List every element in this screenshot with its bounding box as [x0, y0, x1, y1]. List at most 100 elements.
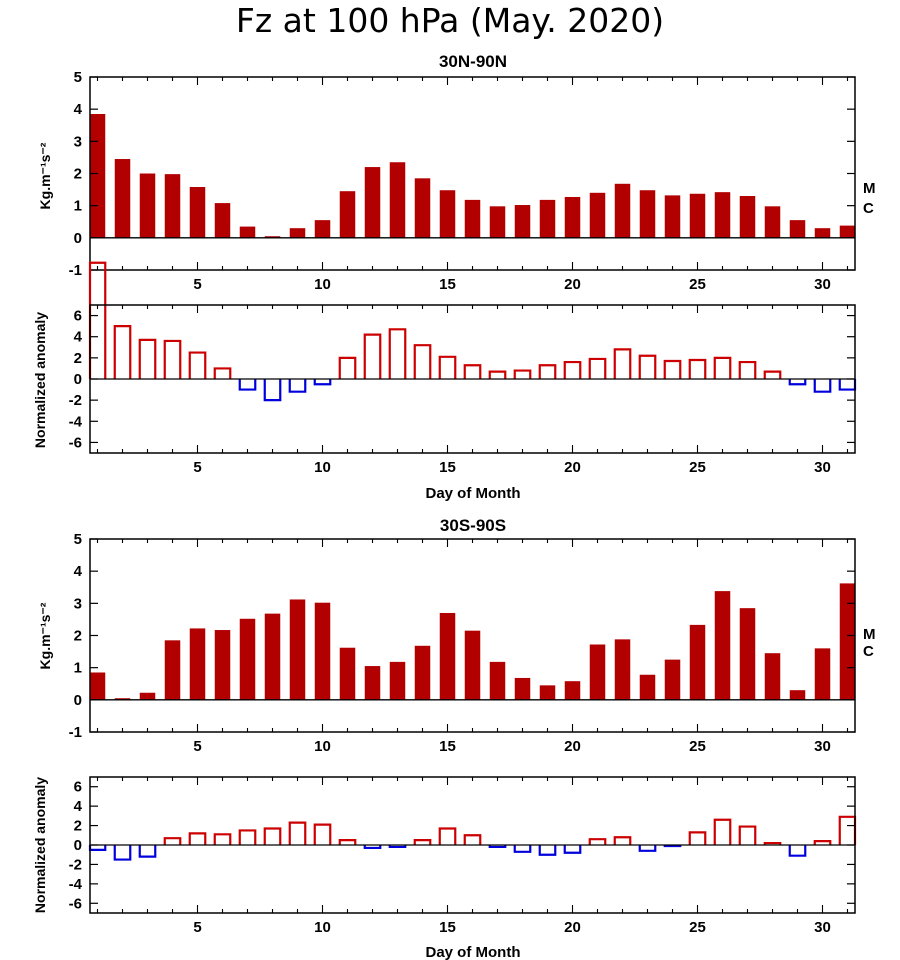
south-side-label-m: M	[863, 626, 876, 643]
bar-day-29	[789, 220, 806, 238]
x-tick-label: 25	[689, 276, 706, 293]
x-tick-label: 5	[193, 919, 201, 936]
north-flux-ylabel: Kg.m⁻¹s⁻²	[37, 142, 53, 209]
x-tick-label: 30	[814, 459, 831, 476]
bar-day-19	[539, 199, 556, 238]
south-flux-ylabel: Kg.m⁻¹s⁻²	[37, 602, 53, 669]
panel-subtitle-north: 30N-90N	[439, 52, 507, 71]
bar-day-8	[264, 613, 281, 700]
bar-day-9	[289, 228, 306, 238]
y-tick-label: 0	[74, 692, 82, 709]
bar-day-24	[664, 195, 681, 238]
anomaly-bar-day-1	[88, 845, 107, 851]
bar-day-13	[389, 661, 406, 700]
anomaly-bar-day-25	[688, 831, 707, 845]
bar-day-6	[214, 203, 231, 238]
y-tick-label: 4	[74, 563, 83, 580]
y-tick-label: 4	[74, 329, 83, 346]
anomaly-bar-day-31	[838, 815, 857, 845]
bar-day-4	[164, 174, 181, 238]
anomaly-bar-day-4	[163, 339, 182, 379]
anomaly-bar-day-18	[513, 369, 532, 379]
anomaly-bar-day-28	[763, 841, 782, 845]
anomaly-bar-day-22	[613, 348, 632, 379]
bar-day-25	[689, 193, 706, 238]
x-tick-label: 10	[314, 276, 331, 293]
y-tick-label: 3	[74, 133, 82, 150]
x-tick-label: 20	[564, 459, 581, 476]
anomaly-bar-day-24	[663, 359, 682, 379]
bar-day-2	[114, 159, 131, 238]
bar-day-5	[189, 187, 206, 238]
anomaly-bar-day-4	[163, 837, 182, 845]
anomaly-bar-day-3	[138, 845, 157, 858]
anomaly-bar-day-26	[713, 818, 732, 845]
plot-frame	[89, 76, 856, 271]
anomaly-bar-day-10	[313, 379, 332, 386]
x-tick-label: 15	[439, 276, 456, 293]
y-tick-label: 5	[74, 69, 82, 86]
bar-day-9	[289, 599, 306, 700]
y-tick-label: 6	[74, 308, 82, 325]
x-tick-label: 15	[439, 919, 456, 936]
y-tick-label: 0	[74, 837, 82, 854]
x-tick-label: 10	[314, 919, 331, 936]
y-tick-label: 1	[74, 198, 82, 215]
bar-day-27	[739, 608, 756, 700]
x-tick-label: 20	[564, 738, 581, 755]
x-tick-label: 15	[439, 738, 456, 755]
bar-day-8	[264, 236, 281, 238]
y-tick-label: -2	[69, 392, 82, 409]
y-tick-label: -4	[69, 413, 83, 430]
south-anomaly-ylabel: Normalized anomaly	[32, 777, 48, 913]
anomaly-bar-day-1	[88, 261, 107, 379]
anomaly-bar-day-17	[488, 845, 507, 849]
bar-day-15	[439, 612, 456, 700]
x-tick-label: 25	[689, 738, 706, 755]
anomaly-bar-day-29	[788, 845, 807, 857]
bar-day-11	[339, 647, 356, 700]
bar-day-28	[764, 653, 781, 700]
bar-day-28	[764, 206, 781, 238]
bar-day-30	[814, 228, 831, 238]
bar-day-14	[414, 645, 431, 700]
south-anomaly-plot: -6 -4 -2 0 2 4 6 5 10 15 20 25 30	[69, 776, 857, 936]
bar-day-30	[814, 648, 831, 700]
x-tick-label: 5	[193, 738, 201, 755]
north-anomaly-plot: -6 -4 -2 0 2 4 6 5 10 15 20 25 30	[69, 261, 857, 476]
bar-day-22	[614, 639, 631, 700]
y-tick-label: 0	[74, 371, 82, 388]
anomaly-bar-day-11	[338, 839, 357, 845]
anomaly-bar-day-19	[538, 364, 557, 379]
north-anomaly-ylabel: Normalized anomaly	[32, 312, 48, 448]
y-tick-label: -2	[69, 856, 82, 873]
y-tick-label: -4	[69, 876, 83, 893]
bar-day-23	[639, 674, 656, 700]
anomaly-bar-day-6	[213, 367, 232, 379]
anomaly-bar-day-16	[463, 834, 482, 845]
bar-day-15	[439, 190, 456, 238]
bar-day-24	[664, 659, 681, 700]
bar-day-4	[164, 640, 181, 700]
anomaly-bar-day-9	[288, 821, 307, 845]
anomaly-bar-day-19	[538, 845, 557, 856]
bar-day-26	[714, 591, 731, 700]
y-tick-label: 6	[74, 779, 82, 796]
bar-day-27	[739, 196, 756, 238]
anomaly-bar-day-9	[288, 379, 307, 393]
x-tick-label: 30	[814, 738, 831, 755]
y-tick-label: 2	[74, 166, 82, 183]
bar-day-26	[714, 192, 731, 238]
y-tick-label: -6	[69, 895, 82, 912]
anomaly-bar-day-16	[463, 364, 482, 379]
bar-day-12	[364, 666, 381, 700]
anomaly-bar-day-21	[588, 838, 607, 845]
north-side-label-c: C	[863, 200, 874, 217]
bar-day-7	[239, 226, 256, 238]
anomaly-bar-day-5	[188, 832, 207, 845]
south-side-label-c: C	[863, 643, 874, 660]
y-tick-label: -1	[69, 724, 82, 741]
anomaly-bar-day-15	[438, 827, 457, 845]
y-tick-label: 2	[74, 628, 82, 645]
